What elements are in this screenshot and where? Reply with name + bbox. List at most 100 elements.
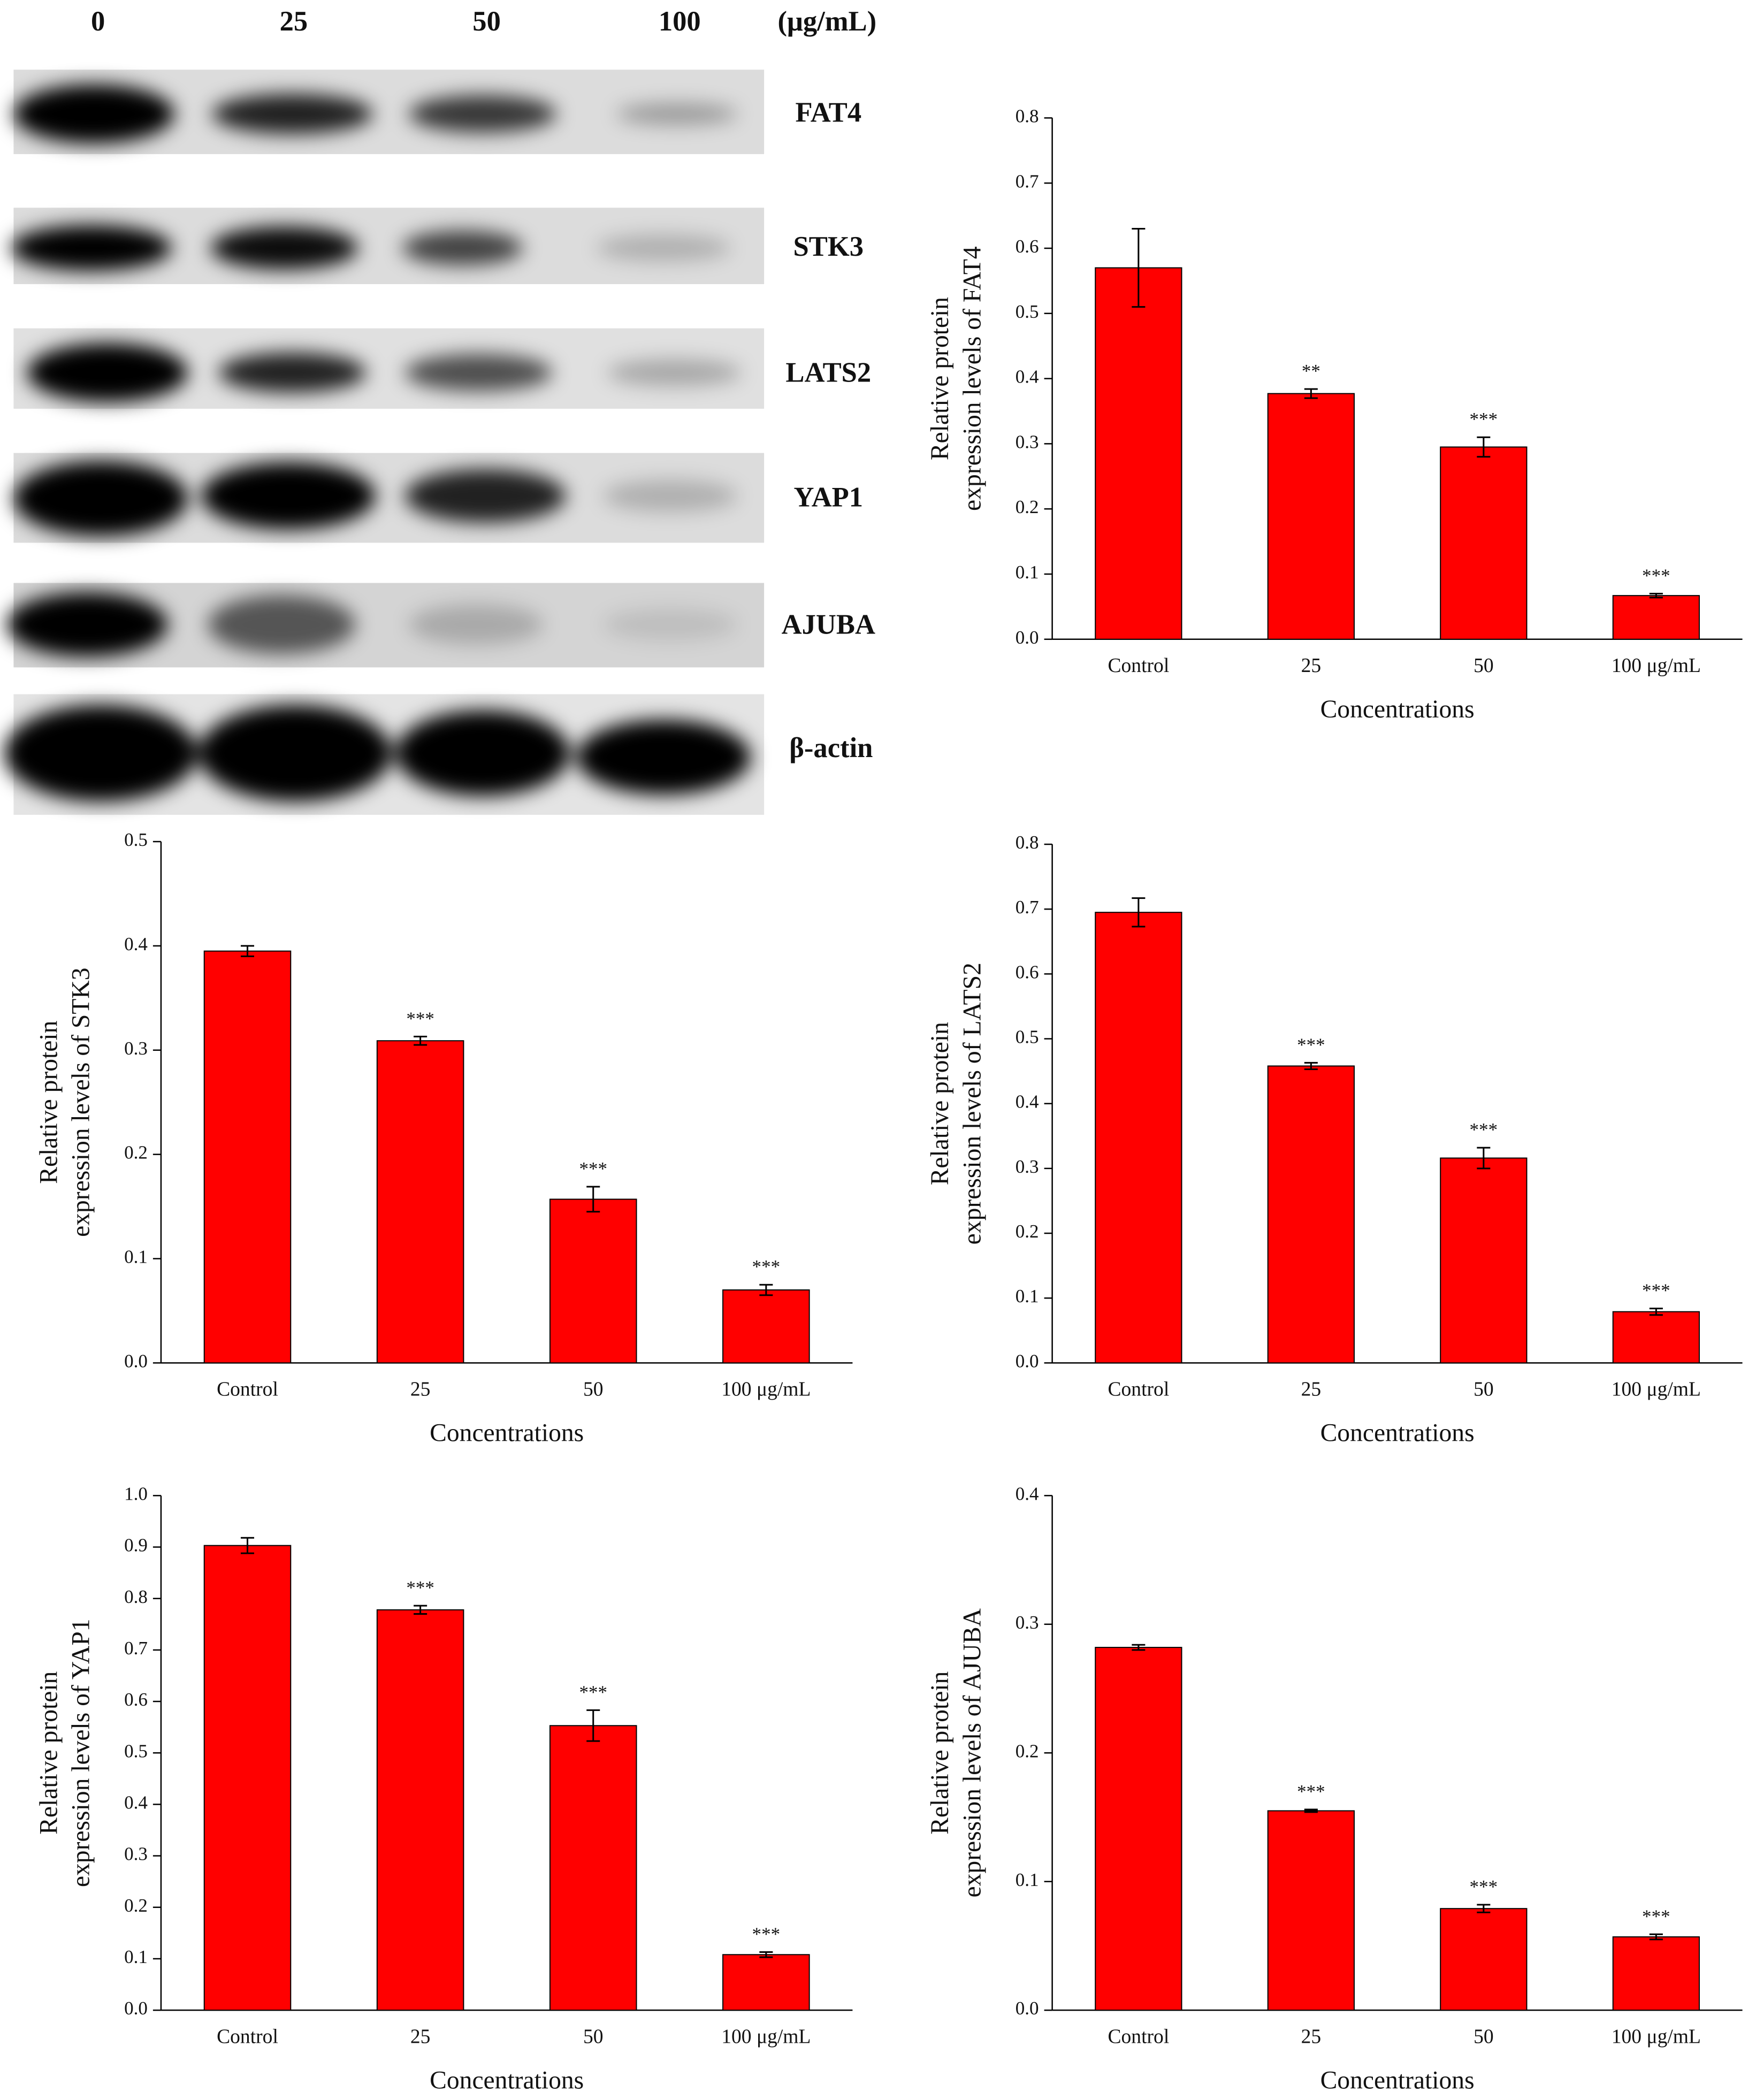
x-tick-label: Control bbox=[217, 1379, 278, 1401]
x-tick-label: 50 bbox=[1473, 655, 1494, 677]
band bbox=[13, 84, 174, 144]
band bbox=[576, 720, 751, 795]
bar bbox=[203, 950, 292, 1364]
band bbox=[27, 343, 188, 402]
y-axis-title: Relative protein bbox=[926, 297, 954, 460]
bar bbox=[549, 1198, 637, 1364]
y-tick-label: 0.4 bbox=[124, 1792, 148, 1813]
band bbox=[409, 95, 556, 133]
significance: *** bbox=[579, 1158, 607, 1179]
y-tick-label: 0.3 bbox=[1016, 1156, 1039, 1177]
y-axis-title: Relative protein bbox=[35, 1671, 63, 1834]
band bbox=[11, 225, 172, 271]
y-axis-title: expression levels of LATS2 bbox=[958, 963, 986, 1244]
x-tick-label: 25 bbox=[1301, 2026, 1322, 2048]
y-tick-label: 0.3 bbox=[124, 1844, 148, 1865]
bar bbox=[1267, 393, 1355, 640]
band bbox=[603, 608, 737, 641]
y-tick-label: 0.4 bbox=[1016, 1091, 1039, 1112]
x-tick-label: 50 bbox=[1473, 1379, 1494, 1401]
significance: *** bbox=[579, 1682, 607, 1702]
x-tick-label: 50 bbox=[583, 2026, 604, 2048]
y-tick-label: 0.8 bbox=[1016, 105, 1039, 126]
y-tick-label: 0.0 bbox=[1016, 1350, 1039, 1371]
significance: *** bbox=[752, 1923, 781, 1944]
bar bbox=[1612, 1936, 1700, 2011]
y-axis-title: Relative protein bbox=[926, 1671, 954, 1834]
x-tick-label: 100 μg/mL bbox=[1612, 1379, 1701, 1401]
bar bbox=[722, 1954, 810, 2011]
significance: *** bbox=[1470, 1119, 1498, 1140]
significance: *** bbox=[1642, 1280, 1670, 1301]
significance: *** bbox=[752, 1256, 781, 1277]
blot-bands bbox=[4, 84, 751, 801]
bar bbox=[1095, 267, 1182, 640]
x-tick-label: 25 bbox=[410, 2026, 431, 2048]
x-tick-label: 100 μg/mL bbox=[1612, 2026, 1701, 2048]
band bbox=[616, 103, 737, 125]
y-tick-label: 0.8 bbox=[124, 1586, 148, 1607]
lane-label: 0 bbox=[91, 6, 105, 37]
y-axis-title: expression levels of STK3 bbox=[67, 967, 95, 1236]
y-tick-label: 0.2 bbox=[1016, 1740, 1039, 1761]
x-tick-label: 100 μg/mL bbox=[721, 1379, 811, 1401]
lane-label: 25 bbox=[280, 6, 308, 37]
protein-label: STK3 bbox=[793, 231, 864, 262]
band bbox=[201, 462, 376, 530]
band bbox=[409, 604, 543, 645]
y-tick-label: 0.5 bbox=[124, 829, 148, 850]
band bbox=[596, 234, 731, 262]
y-tick-label: 0.3 bbox=[1016, 1612, 1039, 1633]
x-tick-label: 50 bbox=[583, 1379, 604, 1401]
y-tick-label: 0.9 bbox=[124, 1535, 148, 1556]
x-tick-label: Control bbox=[217, 2026, 278, 2048]
band bbox=[4, 705, 197, 801]
x-tick-label: 25 bbox=[1301, 655, 1322, 677]
y-tick-label: 0.8 bbox=[1016, 832, 1039, 853]
band bbox=[404, 354, 553, 392]
y-tick-label: 0.1 bbox=[124, 1247, 148, 1267]
y-tick-label: 0.0 bbox=[1016, 1998, 1039, 2019]
y-tick-label: 0.4 bbox=[124, 934, 148, 954]
significance: *** bbox=[406, 1577, 434, 1598]
x-tick-label: 100 μg/mL bbox=[721, 2026, 811, 2048]
band bbox=[218, 352, 367, 393]
y-tick-label: 0.7 bbox=[1016, 897, 1039, 918]
x-tick-label: 25 bbox=[410, 1379, 431, 1401]
significance: *** bbox=[1297, 1781, 1325, 1802]
y-tick-label: 0.6 bbox=[1016, 961, 1039, 982]
bar bbox=[1095, 1647, 1182, 2011]
bar bbox=[1612, 595, 1700, 640]
band bbox=[210, 226, 358, 270]
bar bbox=[1267, 1810, 1355, 2011]
y-tick-label: 0.2 bbox=[124, 1142, 148, 1163]
y-axis-title: expression levels of AJUBA bbox=[958, 1608, 986, 1897]
y-tick-label: 0.1 bbox=[124, 1946, 148, 1967]
bar bbox=[1267, 1065, 1355, 1364]
band bbox=[603, 479, 737, 512]
y-axis-title: expression levels of YAP1 bbox=[67, 1618, 95, 1887]
lane-label: 100 bbox=[659, 6, 701, 37]
bar bbox=[376, 1609, 464, 2011]
x-axis-title: Concentrations bbox=[1320, 1419, 1475, 1447]
x-tick-label: Control bbox=[1108, 2026, 1169, 2048]
unit-label: (μg/mL) bbox=[777, 6, 876, 37]
y-tick-label: 0.0 bbox=[124, 1350, 148, 1371]
x-axis-title: Concentrations bbox=[1320, 2066, 1475, 2094]
y-tick-label: 0.2 bbox=[1016, 497, 1039, 517]
protein-label: LATS2 bbox=[785, 357, 871, 388]
protein-label: β-actin bbox=[789, 732, 873, 763]
bar bbox=[1612, 1311, 1700, 1364]
y-tick-label: 0.0 bbox=[124, 1998, 148, 2019]
x-axis-title: Concentrations bbox=[1320, 696, 1475, 723]
band bbox=[212, 94, 373, 134]
bar bbox=[1440, 1908, 1528, 2011]
bar bbox=[1095, 912, 1182, 1364]
significance: *** bbox=[1297, 1034, 1325, 1055]
significance: *** bbox=[1642, 1906, 1670, 1927]
y-tick-label: 0.4 bbox=[1016, 366, 1039, 387]
significance: *** bbox=[406, 1008, 434, 1029]
y-tick-label: 1.0 bbox=[124, 1483, 148, 1504]
